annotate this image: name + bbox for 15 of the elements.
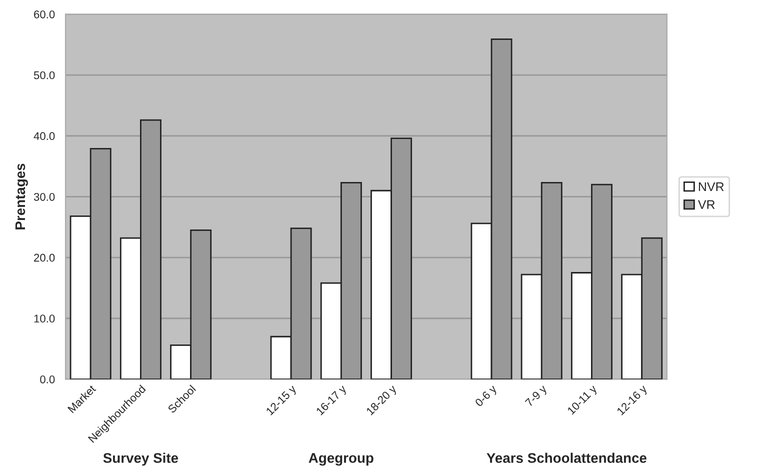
y-tick-label: 50.0 — [34, 71, 55, 80]
y-tick-label: 30.0 — [34, 192, 55, 201]
legend-label: VR — [698, 200, 715, 209]
y-tick-label: 40.0 — [34, 132, 55, 140]
y-tick-label: 60.0 — [34, 10, 55, 18]
text: Agegroup — [308, 453, 374, 466]
x-tick-label: 7-9 y — [524, 384, 549, 408]
y-axis-title: Prentages — [15, 164, 28, 230]
text: Years Schoolattendance — [486, 452, 646, 463]
y-tick-label: 10.0 — [34, 314, 55, 323]
y-tick-label: 20.0 — [34, 254, 55, 262]
x-tick-label: 0-6 y — [474, 384, 499, 409]
text: Survey Site — [103, 452, 178, 466]
legend-label: NVR — [698, 182, 724, 191]
y-tick-label: 0.0 — [40, 375, 55, 384]
